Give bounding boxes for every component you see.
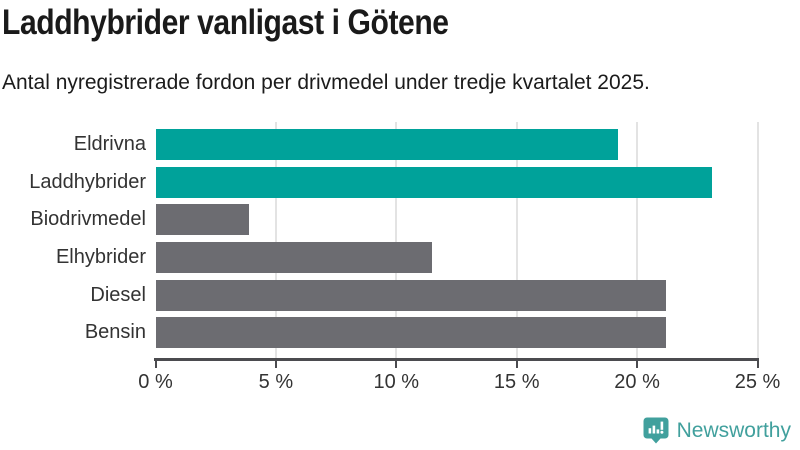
brand-name: Newsworthy bbox=[676, 418, 791, 442]
axis-tick bbox=[274, 360, 277, 368]
axis-tick bbox=[154, 360, 157, 368]
axis-tick-label: 5 % bbox=[258, 371, 294, 393]
axis-tick-label: 20 % bbox=[614, 371, 660, 393]
bar-diesel bbox=[155, 279, 666, 311]
axis-tick bbox=[756, 360, 759, 368]
gridline bbox=[636, 122, 639, 358]
axis-tick-label: 10 % bbox=[373, 371, 420, 393]
x-axis-line bbox=[154, 358, 759, 361]
axis-tick bbox=[515, 360, 518, 368]
category-label: Biodrivmedel bbox=[30, 208, 146, 231]
gridline bbox=[395, 122, 398, 358]
gridline bbox=[274, 122, 277, 358]
gridline bbox=[515, 122, 518, 358]
chart-subtitle: Antal nyregistrerade fordon per drivmede… bbox=[2, 71, 650, 94]
axis-tick bbox=[636, 360, 639, 368]
bar-eldrivna bbox=[155, 129, 618, 160]
category-label: Eldrivna bbox=[73, 133, 146, 155]
category-label: Laddhybrider bbox=[29, 170, 146, 193]
newsworthy-logo: Newsworthy bbox=[643, 417, 791, 444]
bar-bensin bbox=[155, 317, 666, 349]
chart-title: Laddhybrider vanligast i Götene bbox=[2, 3, 449, 42]
bar-biodrivmedel bbox=[155, 204, 250, 236]
category-label: Bensin bbox=[84, 321, 146, 344]
bar-laddhybrider bbox=[155, 166, 712, 198]
axis-tick-label: 15 % bbox=[493, 371, 540, 393]
axis-tick-label: 0 % bbox=[138, 371, 173, 393]
axis-tick-label: 25 % bbox=[734, 371, 781, 393]
category-label: Diesel bbox=[90, 283, 146, 306]
gridline bbox=[756, 122, 759, 358]
axis-tick bbox=[395, 360, 398, 368]
bar-chart-exclamation-bubble-icon bbox=[643, 417, 669, 444]
bar-elhybrider bbox=[155, 241, 433, 273]
category-label: Elhybrider bbox=[55, 245, 146, 268]
